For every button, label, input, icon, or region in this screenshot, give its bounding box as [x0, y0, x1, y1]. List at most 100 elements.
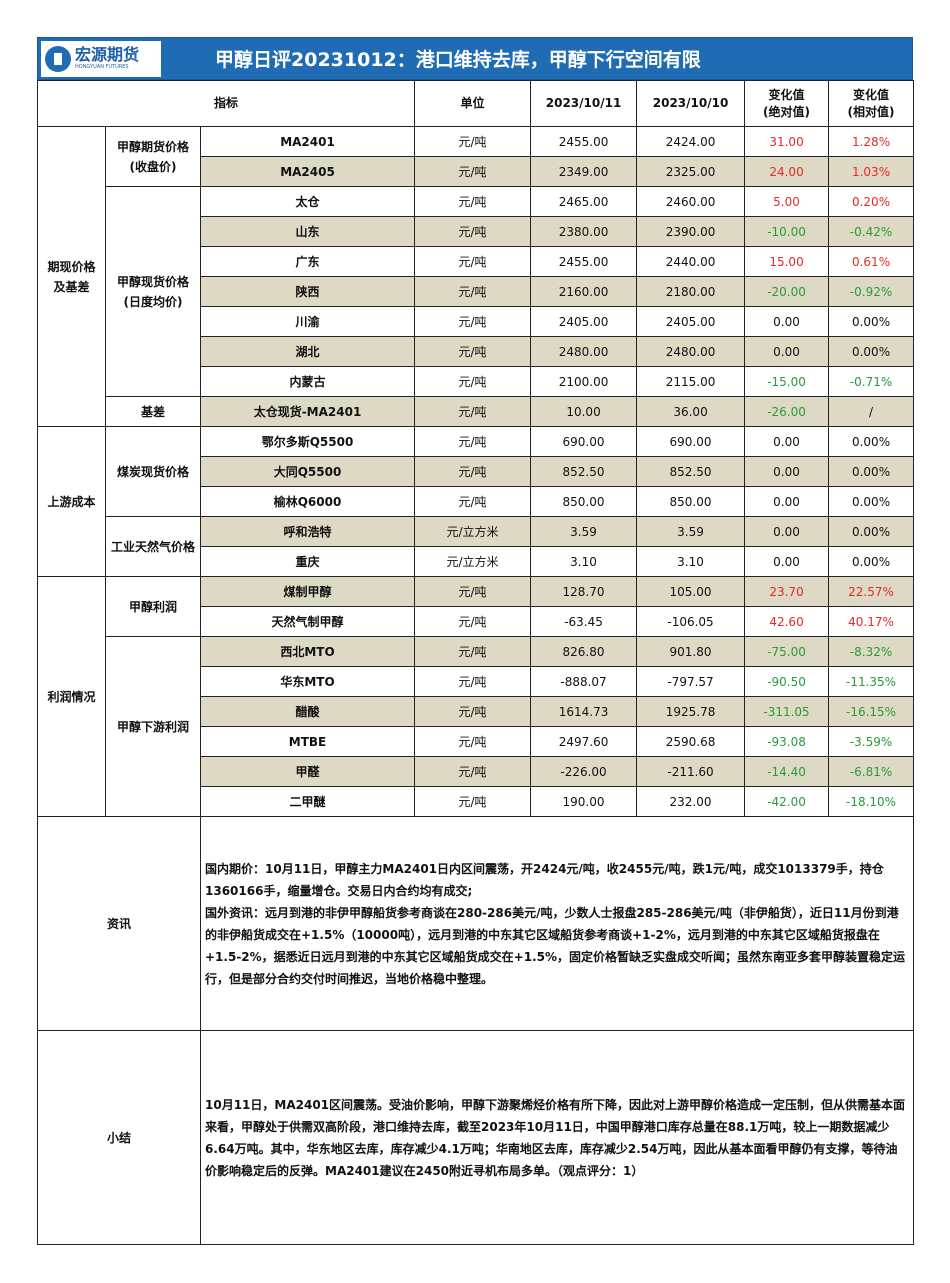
item-name: 西北MTO	[199, 636, 416, 667]
group-label: 利润情况	[37, 576, 106, 817]
rel-change: 0.00%	[828, 426, 915, 457]
item-name: 甲醛	[199, 756, 416, 787]
value-date2: 2115.00	[636, 366, 746, 397]
abs-change: 5.00	[744, 186, 830, 217]
value-date1: 1614.73	[530, 696, 638, 727]
abs-change: 0.00	[744, 426, 830, 457]
abs-change: 42.60	[744, 606, 830, 637]
value-date2: 2480.00	[636, 336, 746, 367]
abs-change: 0.00	[744, 546, 830, 577]
abs-change: -311.05	[744, 696, 830, 727]
item-name: 湖北	[199, 336, 416, 367]
table-row: 利润情况 甲醇利润 煤制甲醇 元/吨 128.70 105.00 23.70 22.57%	[37, 576, 915, 817]
table-row: 重庆 元/立方米 3.10 3.10 0.00 0.00%	[38, 546, 915, 577]
rel-change: 22.57%	[828, 576, 915, 607]
rel-change: -11.35%	[828, 666, 915, 697]
item-name: 太仓现货-MA2401	[199, 396, 416, 427]
rel-change: 0.00%	[828, 516, 915, 547]
item-name: 川渝	[199, 306, 416, 337]
rel-change: 0.00%	[828, 336, 915, 367]
table-row: 甲醇下游利润 西北MTO 元/吨 826.80 901.80 -75.00 -8.32%	[38, 636, 915, 817]
value-date2: 232.00	[636, 786, 746, 817]
value-date1: 3.10	[530, 546, 638, 577]
rel-change: -3.59%	[828, 726, 915, 757]
value-date2: 2325.00	[636, 156, 746, 187]
news-foreign: 国外资讯：远月到港的非伊甲醇船货参考商谈在280-286美元/吨，少数人士报盘2…	[205, 905, 906, 986]
value-date1: 2480.00	[530, 336, 638, 367]
rel-change: 0.61%	[828, 246, 915, 277]
value-date1: 2497.60	[530, 726, 638, 757]
col-header-date2: 2023/10/10	[636, 80, 746, 127]
value-date2: 2460.00	[636, 186, 746, 217]
summary-text: 10月11日，MA2401区间震荡。受油价影响，甲醇下游聚烯烃价格有所下降，因此…	[205, 1097, 906, 1178]
subgroup-label: 甲醇下游利润	[105, 636, 201, 817]
rel-change: 0.20%	[828, 186, 915, 217]
unit-cell: 元/吨	[414, 606, 532, 637]
item-name: 山东	[199, 216, 416, 247]
abs-change: -93.08	[744, 726, 830, 757]
value-date2: 2440.00	[636, 246, 746, 277]
rel-change: 0.00%	[828, 486, 915, 517]
value-date1: 2455.00	[530, 246, 638, 277]
abs-change: -14.40	[744, 756, 830, 787]
value-date1: 690.00	[530, 426, 638, 457]
value-date1: 852.50	[530, 456, 638, 487]
summary-row: 小结 10月11日，MA2401区间震荡。受油价影响，甲醇下游聚烯烃价格有所下降…	[37, 1030, 915, 1245]
value-date1: 3.59	[530, 516, 638, 547]
value-date2: -106.05	[636, 606, 746, 637]
value-date1: 2100.00	[530, 366, 638, 397]
unit-cell: 元/吨	[414, 246, 532, 277]
unit-cell: 元/吨	[414, 276, 532, 307]
table-row: MA2405 元/吨 2349.00 2325.00 24.00 1.03%	[38, 156, 915, 187]
unit-cell: 元/吨	[414, 786, 532, 817]
unit-cell: 元/吨	[414, 186, 532, 217]
value-date1: -888.07	[530, 666, 638, 697]
group-label: 上游成本	[37, 426, 106, 577]
value-date1: 850.00	[530, 486, 638, 517]
subgroup-label: 基差	[105, 396, 201, 427]
value-date2: 2390.00	[636, 216, 746, 247]
unit-cell: 元/吨	[414, 366, 532, 397]
abs-change: 0.00	[744, 336, 830, 367]
value-date1: -63.45	[530, 606, 638, 637]
item-name: 榆林Q6000	[199, 486, 416, 517]
item-name: 醋酸	[199, 696, 416, 727]
value-date1: 190.00	[530, 786, 638, 817]
item-name: 太仓	[199, 186, 416, 217]
indicator-table: 指标 单位 2023/10/11 2023/10/10 变化值 (绝对值) 变化…	[36, 80, 915, 1245]
unit-cell: 元/吨	[414, 126, 532, 157]
item-name: 重庆	[199, 546, 416, 577]
value-date2: 105.00	[636, 576, 746, 607]
value-date2: 901.80	[636, 636, 746, 667]
rel-change: -16.15%	[828, 696, 915, 727]
company-logo: 宏源期货 HONGYUAN FUTURES	[41, 40, 161, 77]
rel-change: 0.00%	[828, 306, 915, 337]
news-row: 资讯 国内期价：10月11日，甲醇主力MA2401日内区间震荡，开2424元/吨…	[37, 816, 915, 1031]
rel-change: 0.00%	[828, 546, 915, 577]
unit-cell: 元/立方米	[414, 516, 532, 547]
abs-change: 24.00	[744, 156, 830, 187]
value-date1: -226.00	[530, 756, 638, 787]
abs-change: -90.50	[744, 666, 830, 697]
logo-text: 宏源期货	[75, 45, 140, 64]
rel-change: 1.28%	[828, 126, 915, 157]
news-domestic: 国内期价：10月11日，甲醇主力MA2401日内区间震荡，开2424元/吨，收2…	[205, 861, 884, 898]
unit-cell: 元/吨	[414, 426, 532, 457]
unit-cell: 元/立方米	[414, 546, 532, 577]
abs-change: 0.00	[744, 306, 830, 337]
unit-cell: 元/吨	[414, 306, 532, 337]
subgroup-label: 工业天然气价格	[105, 516, 201, 577]
subgroup-label: 甲醇现货价格 (日度均价)	[105, 186, 201, 397]
item-name: 煤制甲醇	[199, 576, 416, 607]
abs-change: -26.00	[744, 396, 830, 427]
abs-change: 0.00	[744, 456, 830, 487]
table-row: 华东MTO 元/吨 -888.07 -797.57 -90.50 -11.35%	[38, 666, 915, 697]
subgroup-label: 甲醇期货价格 (收盘价)	[105, 126, 201, 187]
abs-change: -10.00	[744, 216, 830, 247]
rel-change: -6.81%	[828, 756, 915, 787]
item-name: 大同Q5500	[199, 456, 416, 487]
abs-change: -42.00	[744, 786, 830, 817]
abs-change: 0.00	[744, 486, 830, 517]
report-sheet: 宏源期货 HONGYUAN FUTURES 甲醇日评20231012：港口维持去…	[36, 37, 915, 1245]
abs-change: -15.00	[744, 366, 830, 397]
